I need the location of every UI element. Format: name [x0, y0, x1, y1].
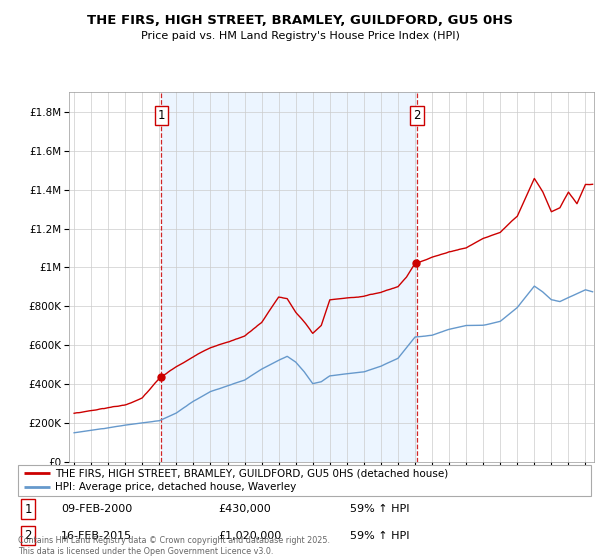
Bar: [161, 92, 417, 462]
Text: HPI: Average price, detached house, Waverley: HPI: Average price, detached house, Wave…: [55, 482, 296, 492]
Text: 2: 2: [25, 529, 32, 542]
Text: Price paid vs. HM Land Registry's House Price Index (HPI): Price paid vs. HM Land Registry's House …: [140, 31, 460, 41]
Text: 09-FEB-2000: 09-FEB-2000: [61, 504, 132, 514]
Text: THE FIRS, HIGH STREET, BRAMLEY, GUILDFORD, GU5 0HS (detached house): THE FIRS, HIGH STREET, BRAMLEY, GUILDFOR…: [55, 468, 448, 478]
Text: £1,020,000: £1,020,000: [218, 531, 282, 540]
Text: THE FIRS, HIGH STREET, BRAMLEY, GUILDFORD, GU5 0HS: THE FIRS, HIGH STREET, BRAMLEY, GUILDFOR…: [87, 14, 513, 27]
Text: £430,000: £430,000: [218, 504, 271, 514]
Text: 16-FEB-2015: 16-FEB-2015: [61, 531, 132, 540]
Text: 59% ↑ HPI: 59% ↑ HPI: [350, 531, 410, 540]
Text: 2: 2: [413, 109, 421, 122]
FancyBboxPatch shape: [18, 465, 591, 496]
Text: 1: 1: [158, 109, 165, 122]
Text: 59% ↑ HPI: 59% ↑ HPI: [350, 504, 410, 514]
Text: 1: 1: [25, 502, 32, 516]
Text: Contains HM Land Registry data © Crown copyright and database right 2025.
This d: Contains HM Land Registry data © Crown c…: [18, 536, 330, 556]
